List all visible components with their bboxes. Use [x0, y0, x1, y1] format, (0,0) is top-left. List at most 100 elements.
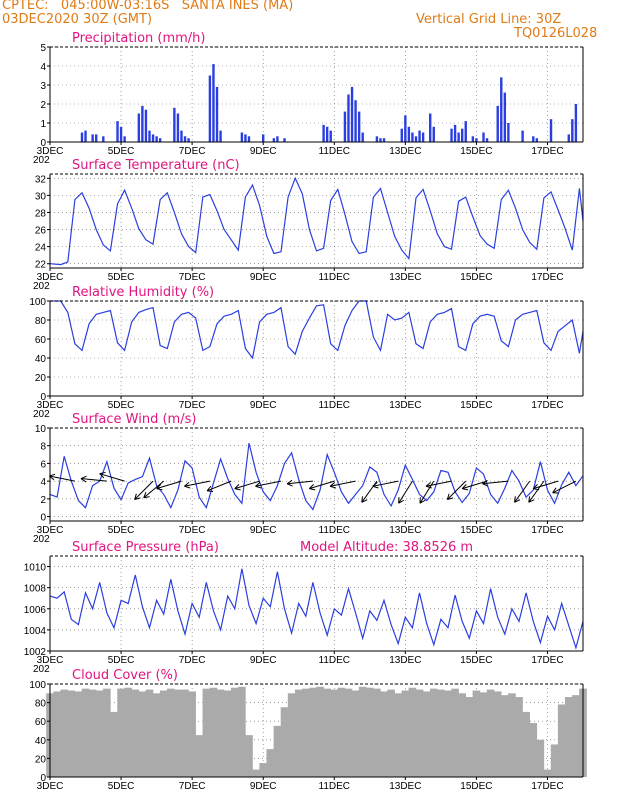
x-tick-label: 7DEC — [179, 400, 206, 411]
precip-bar — [325, 126, 329, 142]
cloud-bar — [344, 688, 353, 777]
y-tick-label: 4 — [40, 477, 46, 488]
cloud-bar — [145, 689, 154, 777]
precip-bar — [91, 134, 94, 142]
y-tick-label: 0 — [40, 773, 46, 784]
cloud-bar — [444, 690, 452, 777]
y-tick-label: 0 — [40, 138, 46, 149]
cloud-bar — [564, 697, 573, 777]
cloud-bar — [316, 686, 324, 777]
header-model-id: TQ0126L028 — [514, 26, 598, 41]
x-tick-label: 7DEC — [179, 781, 206, 792]
x-tick-label: 13DEC — [389, 655, 421, 666]
x-tick-label: 3DEC — [37, 781, 64, 792]
panel-title: Precipitation (mm/h) — [72, 31, 205, 46]
cloud-bar — [117, 688, 125, 777]
precip-bar — [400, 128, 403, 142]
precip-bar — [272, 138, 276, 142]
x-tick-label: 5DEC — [108, 272, 135, 283]
precip-bar — [141, 105, 144, 142]
y-tick-label: 100 — [29, 297, 46, 308]
wind-arrow-head — [156, 483, 162, 489]
precip-bar — [375, 136, 379, 142]
x-tick-label: 9DEC — [250, 655, 277, 666]
precip-bar — [322, 124, 325, 142]
wind-arrow-head — [329, 485, 336, 489]
precip-bar — [407, 126, 411, 142]
precip-bar — [119, 126, 123, 142]
precip-bar — [574, 104, 578, 142]
cloud-bar — [550, 744, 559, 777]
wind-arrow-head — [184, 485, 191, 489]
y-tick-label: 20 — [35, 373, 47, 384]
cloud-bar — [351, 690, 360, 777]
y-tick-label: 80 — [35, 316, 47, 327]
precip-bar — [496, 105, 499, 142]
year-stub-label: 202 — [33, 664, 50, 675]
cloud-bar — [167, 688, 175, 777]
cloud-bar — [259, 763, 268, 777]
cloud-bar — [174, 689, 182, 777]
y-tick-label: 0 — [40, 392, 46, 403]
x-tick-label: 9DEC — [250, 146, 277, 157]
wind-arrow — [482, 480, 509, 485]
x-tick-label: 13DEC — [389, 400, 421, 411]
precip-bar — [208, 75, 212, 142]
precip-bar — [123, 136, 126, 142]
precip-bar — [94, 134, 98, 142]
precip-bar — [155, 136, 158, 142]
x-tick-label: 11DEC — [319, 781, 351, 792]
cloud-bar — [479, 692, 488, 777]
precip-bar — [450, 128, 453, 142]
precip-bar — [549, 119, 553, 142]
precip-bar — [151, 134, 155, 142]
wind-arrow-head — [286, 479, 293, 485]
wind-arrow — [287, 480, 313, 485]
panel-title: Surface Pressure (hPa) — [72, 540, 219, 555]
cloud-bar — [358, 686, 367, 777]
precip-bar — [567, 134, 570, 142]
cloud-bar — [522, 711, 530, 777]
cloud-bar — [543, 769, 552, 777]
precip-bar — [532, 136, 535, 142]
wind-arrow — [234, 480, 260, 490]
y-tick-label: 1006 — [24, 605, 47, 616]
cloud-bar — [387, 689, 395, 777]
wind-arrow — [372, 480, 399, 487]
y-tick-label: 1010 — [24, 563, 47, 574]
cloud-bar — [408, 687, 417, 777]
precip-bar — [485, 138, 489, 142]
y-tick-label: 32 — [35, 174, 47, 185]
wind-arrow-head — [206, 485, 212, 492]
x-tick-label: 5DEC — [108, 400, 135, 411]
precip-bar — [354, 100, 357, 142]
cloud-bar — [302, 688, 310, 777]
x-tick-label: 9DEC — [250, 525, 277, 536]
series-line — [49, 442, 584, 511]
cloud-bar — [273, 725, 282, 777]
wind-arrow — [49, 475, 75, 482]
cloud-bar — [287, 693, 296, 777]
wind-arrow-head — [99, 471, 106, 475]
precip-bar — [429, 113, 432, 142]
precip-bar — [382, 138, 386, 142]
cloud-bar — [238, 686, 246, 777]
precip-bar — [148, 130, 151, 142]
wind-arrow — [514, 480, 531, 503]
wind-arrow — [398, 480, 413, 504]
precip-bar — [500, 77, 503, 142]
cloud-bar — [394, 693, 403, 777]
wind-arrow-head — [156, 488, 163, 491]
cloud-bar — [486, 689, 495, 777]
wind-arrow — [533, 480, 559, 490]
wind-arrow-head — [533, 488, 540, 491]
precip-bar — [411, 132, 414, 142]
wind-arrow — [425, 480, 452, 487]
y-tick-label: 1008 — [24, 584, 47, 595]
year-stub-label: 202 — [33, 281, 50, 292]
wind-arrow — [309, 480, 335, 490]
cloud-bar — [501, 695, 509, 777]
cloud-bar — [515, 697, 523, 777]
y-tick-label: 24 — [35, 243, 47, 254]
